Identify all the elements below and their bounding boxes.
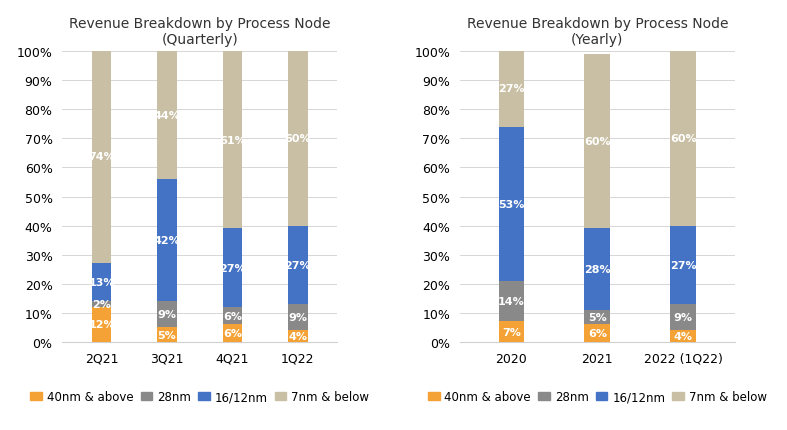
Text: 9%: 9%	[674, 313, 693, 322]
Bar	[223, 307, 242, 325]
Text: 7%: 7%	[502, 327, 521, 337]
Bar	[499, 322, 524, 342]
Bar	[288, 304, 308, 330]
Bar	[288, 226, 308, 304]
Bar	[223, 325, 242, 342]
Bar	[499, 127, 524, 281]
Text: 4%: 4%	[288, 331, 308, 341]
Text: 13%: 13%	[88, 278, 115, 288]
Text: 12%: 12%	[88, 319, 115, 330]
Bar	[585, 229, 610, 310]
Text: 27%: 27%	[498, 83, 525, 93]
Text: 9%: 9%	[157, 310, 176, 319]
Bar	[585, 325, 610, 342]
Bar	[157, 180, 177, 301]
Text: 74%: 74%	[88, 151, 115, 161]
Text: 6%: 6%	[588, 329, 607, 338]
Bar	[499, 49, 524, 127]
Text: 6%: 6%	[223, 311, 242, 321]
Text: 61%: 61%	[219, 135, 246, 145]
Bar	[92, 49, 111, 264]
Text: 27%: 27%	[670, 260, 696, 270]
Bar	[671, 330, 696, 342]
Text: 27%: 27%	[219, 263, 246, 273]
Text: 5%: 5%	[588, 313, 607, 322]
Bar	[157, 301, 177, 328]
Text: 14%: 14%	[498, 296, 525, 307]
Bar	[671, 304, 696, 330]
Text: 60%: 60%	[584, 137, 611, 147]
Text: 60%: 60%	[285, 134, 311, 144]
Bar	[288, 330, 308, 342]
Bar	[671, 52, 696, 226]
Bar	[585, 310, 610, 325]
Text: 5%: 5%	[157, 330, 176, 340]
Bar	[223, 229, 242, 307]
Bar	[223, 52, 242, 229]
Bar	[157, 52, 177, 180]
Text: 60%: 60%	[670, 134, 696, 144]
Bar	[92, 307, 111, 342]
Text: 53%: 53%	[498, 200, 525, 209]
Text: 44%: 44%	[153, 111, 180, 121]
Bar	[671, 226, 696, 304]
Bar	[92, 301, 111, 307]
Bar	[92, 264, 111, 301]
Title: Revenue Breakdown by Process Node
(Yearly): Revenue Breakdown by Process Node (Yearl…	[467, 17, 728, 47]
Text: 6%: 6%	[223, 329, 242, 338]
Text: 28%: 28%	[584, 264, 611, 274]
Text: 9%: 9%	[288, 313, 308, 322]
Bar	[499, 281, 524, 322]
Text: 27%: 27%	[285, 260, 311, 270]
Bar	[288, 52, 308, 226]
Text: 42%: 42%	[153, 236, 180, 246]
Text: 2%: 2%	[92, 299, 111, 309]
Title: Revenue Breakdown by Process Node
(Quarterly): Revenue Breakdown by Process Node (Quart…	[69, 17, 331, 47]
Bar	[157, 328, 177, 342]
Text: 4%: 4%	[674, 331, 693, 341]
Legend: 40nm & above, 28nm, 16/12nm, 7nm & below: 40nm & above, 28nm, 16/12nm, 7nm & below	[25, 386, 374, 408]
Bar	[585, 55, 610, 229]
Legend: 40nm & above, 28nm, 16/12nm, 7nm & below: 40nm & above, 28nm, 16/12nm, 7nm & below	[423, 386, 771, 408]
